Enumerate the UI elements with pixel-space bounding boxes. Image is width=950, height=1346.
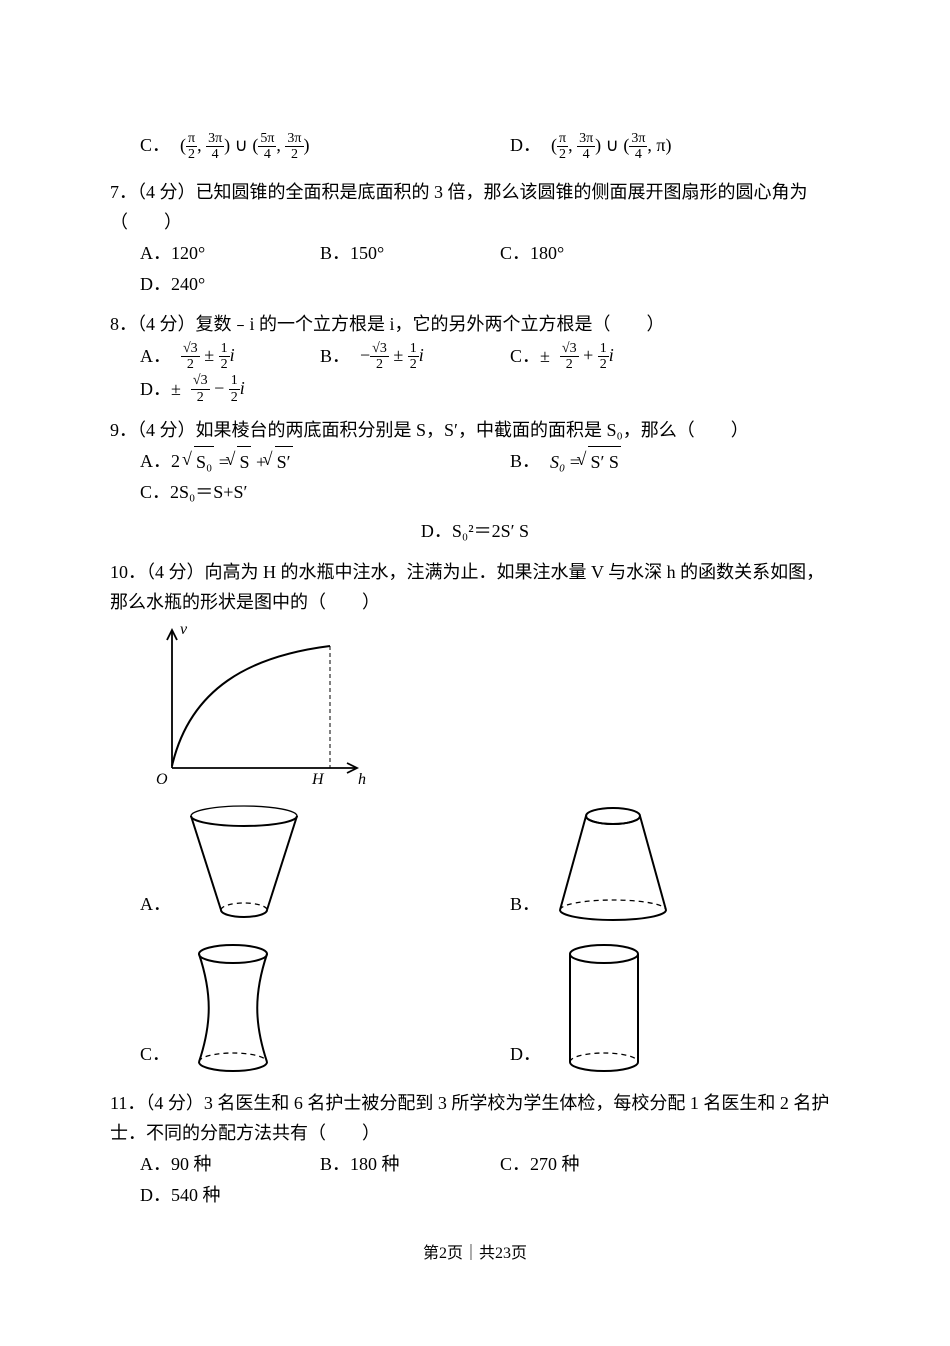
q10-row-cd: C． D． [140,938,840,1078]
q10-graph-wrap: v h O H [110,618,840,798]
q8: 8．（4 分）复数﹣i 的一个立方根是 i，它的另外两个立方根是（ ） A． √… [110,309,840,405]
q8-opt-c: C．± √32 + 12i [510,340,680,373]
q11-opt-a: A．90 种 [140,1149,320,1180]
q10-b-lbl: B． [510,889,540,928]
q8-opt-a: A． √32 ± 12i [140,340,320,373]
q9: 9．（4 分）如果棱台的两底面积分别是 S，S′，中截面的面积是 S₀，那么（ … [110,415,840,546]
svg-text:O: O [156,771,168,788]
q9-opt-a: A．2 S₀ = S + S′ [140,446,510,478]
q10-shape-d [549,938,659,1078]
q10-cell-b: B． [510,798,678,928]
q10-cell-d: D． [510,938,659,1078]
q8-c-expr: √32 + 12i [560,340,614,373]
q8-d-lbl: D．± [140,374,181,405]
q10-d-lbl: D． [510,1039,541,1078]
q9-b-lbl: B． [510,446,540,477]
q11-opt-b: B．180 种 [320,1149,500,1180]
q7-opt-d: D．240° [140,269,320,300]
q10-stem: 10．（4 分）向高为 H 的水瓶中注水，注满为止．如果注水量 V 与水深 h … [110,557,840,618]
q10-cell-a: A． [140,798,510,928]
q6-d-label: D． [510,130,541,161]
q7-opt-b: B．150° [320,238,500,269]
q11-options: A．90 种 B．180 种 C．270 种 D．540 种 [140,1149,840,1210]
svg-text:v: v [180,621,188,638]
q8-b-expr: −√32 ± 12i [360,340,424,373]
q8-opt-b: B． −√32 ± 12i [320,340,510,373]
q8-b-lbl: B． [320,341,350,372]
q10-shape-a [179,798,309,928]
q6-c-label: C． [140,130,170,161]
q11-opt-d: D．540 种 [140,1180,320,1211]
q9-stem: 9．（4 分）如果棱台的两底面积分别是 S，S′，中截面的面积是 S₀，那么（ … [110,415,840,446]
q10-shape-c [178,938,288,1078]
q8-options: A． √32 ± 12i B． −√32 ± 12i C．± √32 [140,340,840,406]
q10-a-lbl: A． [140,889,171,928]
q8-a-lbl: A． [140,341,171,372]
q8-stem: 8．（4 分）复数﹣i 的一个立方根是 i，它的另外两个立方根是（ ） [110,309,840,340]
q6-option-d: D． (π2, 3π4) ∪ (3π4, π) [510,130,672,163]
q11-opt-c: C．270 种 [500,1149,680,1180]
q6-options-cd: C． (π2, 3π4) ∪ (5π4, 3π2) D． (π2, 3π4) ∪… [140,130,840,163]
q6-option-c: C． (π2, 3π4) ∪ (5π4, 3π2) [140,130,510,163]
svg-text:H: H [311,771,325,788]
q9-options-row1: A．2 S₀ = S + S′ B． S₀ = S′ S C．2S₀＝S+S′ [140,446,840,508]
q7-opt-c: C．180° [500,238,680,269]
page: C． (π2, 3π4) ∪ (5π4, 3π2) D． (π2, 3π4) ∪… [0,0,950,1307]
svg-text:h: h [358,771,366,788]
q8-d-expr: √32 − 12i [191,373,245,406]
q9-b-expr: S₀ = S′ S [550,446,621,478]
q10-row-ab: A． B． [140,798,840,928]
q9-a-lbl: A．2 [140,446,180,477]
q10-shape-b [548,798,678,928]
q9-opt-b: B． S₀ = S′ S [510,446,700,478]
q11: 11．（4 分）3 名医生和 6 名护士被分配到 3 所学校为学生体检，每校分配… [110,1088,840,1210]
q6-c-expr: (π2, 3π4) ∪ (5π4, 3π2) [180,130,309,163]
page-footer: 第2页｜共23页 [110,1240,840,1267]
q7-options: A．120° B．150° C．180° D．240° [140,238,840,299]
q9-opt-c: C．2S₀＝S+S′ [140,477,290,508]
q10-c-lbl: C． [140,1039,170,1078]
q10-graph: v h O H [140,618,370,798]
q7: 7．（4 分）已知圆锥的全面积是底面积的 3 倍，那么该圆锥的侧面展开图扇形的圆… [110,177,840,299]
q8-c-lbl: C．± [510,341,550,372]
q11-stem: 11．（4 分）3 名医生和 6 名护士被分配到 3 所学校为学生体检，每校分配… [110,1088,840,1149]
q9-opt-d: D．S₀²＝2S′ S [110,516,840,547]
q10: 10．（4 分）向高为 H 的水瓶中注水，注满为止．如果注水量 V 与水深 h … [110,557,840,1078]
q10-cell-c: C． [140,938,510,1078]
q7-opt-a: A．120° [140,238,320,269]
q8-a-expr: √32 ± 12i [181,340,235,373]
q8-opt-d: D．± √32 − 12i [140,373,310,406]
q6-d-expr: (π2, 3π4) ∪ (3π4, π) [551,130,672,163]
q9-a-expr: S₀ = S + S′ [190,446,293,478]
q7-stem: 7．（4 分）已知圆锥的全面积是底面积的 3 倍，那么该圆锥的侧面展开图扇形的圆… [110,177,840,238]
